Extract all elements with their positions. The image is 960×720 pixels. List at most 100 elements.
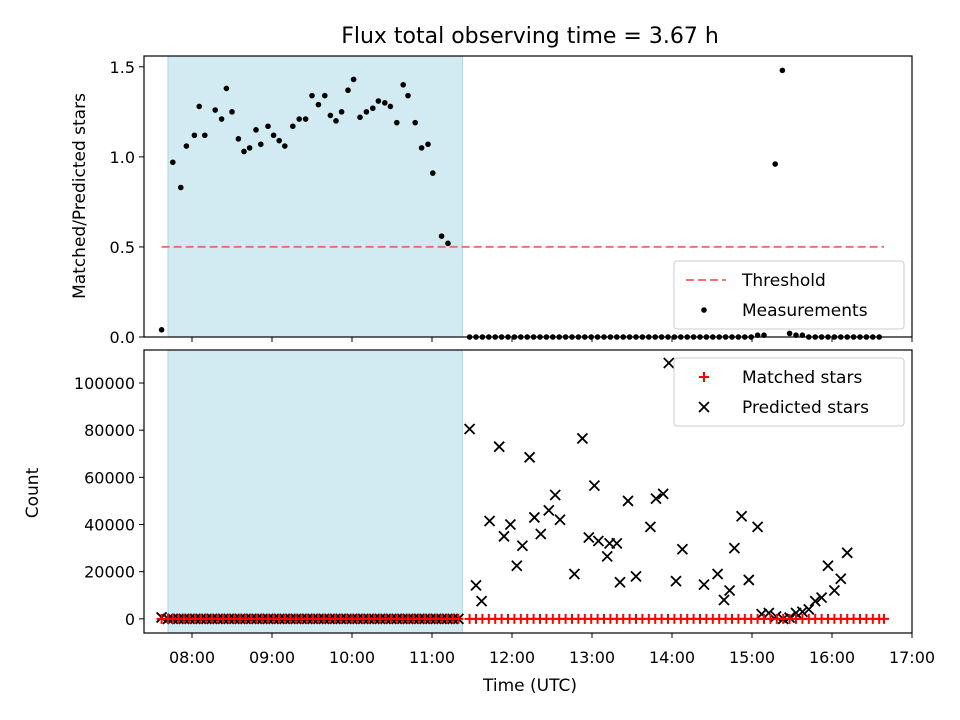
xtick-label: 15:00: [729, 648, 775, 667]
bottom-axes-frame: [143, 349, 913, 634]
measurement-point: [338, 109, 345, 115]
measurement-point: [218, 116, 225, 122]
xtick-label: 08:00: [169, 648, 215, 667]
legend-predicted-swatch: [698, 401, 710, 413]
measurement-point: [290, 123, 296, 130]
predicted-star-marker: [592, 535, 605, 547]
xtick-label: 09:00: [249, 648, 295, 667]
measurement-point: [235, 136, 242, 142]
measurement-point: [258, 141, 264, 148]
predicted-star-marker: [711, 568, 724, 580]
predicted-star-marker: [498, 530, 510, 542]
measurement-point: [438, 233, 445, 239]
bottom-ytick-label: 80000: [84, 421, 135, 440]
predicted-star-marker: [663, 357, 675, 369]
measurement-point: [405, 92, 411, 99]
bottom-ytick-label: 60000: [84, 468, 135, 487]
xtick-label: 16:00: [809, 648, 855, 667]
x-axis-label: Time (UTC): [482, 676, 577, 696]
measurement-point: [178, 184, 184, 191]
measurement-point: [786, 330, 793, 337]
bottom-ytick-label: 100000: [74, 374, 135, 393]
predicted-star-marker: [828, 584, 841, 597]
predicted-star-marker: [554, 514, 566, 526]
predicted-star-marker: [583, 531, 595, 544]
measurement-point: [265, 123, 271, 130]
top-axes: 0.0 0.5 1.0 1.5 Threshold Measurements: [110, 55, 913, 347]
measurement-point: [412, 119, 419, 126]
measurement-point: [382, 100, 388, 106]
measurement-point: [191, 132, 198, 139]
predicted-star-marker: [611, 537, 623, 550]
measurement-point: [333, 118, 339, 124]
matched-star-marker: [879, 613, 889, 624]
predicted-star-marker: [549, 489, 561, 501]
predicted-star-marker: [535, 528, 547, 540]
measurement-point: [202, 132, 208, 139]
top-ytick-label: 1.5: [110, 58, 135, 77]
measurement-point: [375, 98, 382, 104]
predicted-star-marker: [670, 575, 682, 587]
bottom-legend-label: Predicted stars: [742, 398, 869, 418]
bottom-legend-label: Matched stars: [742, 368, 862, 388]
top-legend-box: [673, 260, 905, 330]
measurement-point: [302, 116, 309, 122]
predicted-star-marker: [614, 576, 626, 588]
predicted-star-marker: [835, 573, 847, 585]
predicted-star-marker: [601, 550, 613, 562]
bottom-ytick-label: 20000: [84, 563, 135, 582]
measurement-point: [345, 87, 351, 94]
measurement-point: [270, 132, 277, 139]
predicted-star-marker: [803, 603, 815, 616]
measurement-point: [350, 76, 357, 83]
measurement-point: [327, 112, 334, 119]
measurement-point: [196, 103, 202, 110]
measurement-point: [370, 105, 376, 112]
predicted-star-marker: [516, 540, 529, 552]
bottom-axes: 0 20000 40000 60000 80000 100000 08:00 09:00 10:…: [74, 349, 935, 667]
predicted-star-marker: [796, 606, 809, 618]
top-ylabel: Matched/Predicted stars: [70, 93, 90, 299]
measurement-point: [158, 326, 165, 333]
legend-measurement-swatch: [701, 307, 707, 313]
measurement-point: [425, 141, 431, 148]
measurement-point: [772, 161, 778, 167]
predicted-star-marker: [657, 488, 669, 500]
predicted-star-marker: [728, 542, 741, 554]
measurement-point: [430, 170, 436, 176]
top-legend-label: Threshold: [741, 271, 826, 291]
measurement-point: [315, 101, 322, 108]
predicted-star-marker: [718, 594, 730, 606]
xtick-label: 17:00: [889, 648, 935, 667]
xtick-label: 10:00: [329, 648, 375, 667]
predicted-star-marker: [622, 495, 634, 507]
measurement-point: [394, 119, 400, 126]
predicted-star-marker: [763, 607, 775, 619]
measurement-point: [276, 137, 283, 144]
bottom-shaded-span: [167, 349, 463, 634]
predicted-star-marker: [676, 543, 689, 555]
predicted-star-marker: [630, 570, 642, 583]
measurement-point: [229, 109, 235, 115]
top-legend: Threshold Measurements: [673, 260, 905, 330]
predicted-star-marker: [543, 504, 555, 517]
xtick-label: 13:00: [569, 648, 615, 667]
bottom-ylabel: Count: [23, 467, 43, 518]
top-ytick-label: 1.0: [110, 148, 135, 167]
measurement-point: [322, 92, 328, 99]
xtick-label: 11:00: [409, 648, 455, 667]
predicted-star-marker: [483, 515, 496, 527]
predicted-star-marker: [576, 432, 589, 445]
predicted-star-marker: [511, 560, 523, 572]
chart-title: Flux total observing time = 3.67 h: [341, 24, 719, 49]
predicted-star-marker: [523, 451, 536, 463]
predicted-star-marker: [644, 521, 657, 533]
predicted-star-marker: [822, 560, 834, 572]
predicted-star-marker: [463, 423, 476, 435]
measurement-point: [282, 143, 288, 149]
predicted-star-marker: [588, 479, 601, 492]
measurement-point: [418, 145, 425, 151]
top-ytick-label: 0.0: [110, 328, 135, 347]
legend-matched-swatch: [699, 372, 709, 382]
